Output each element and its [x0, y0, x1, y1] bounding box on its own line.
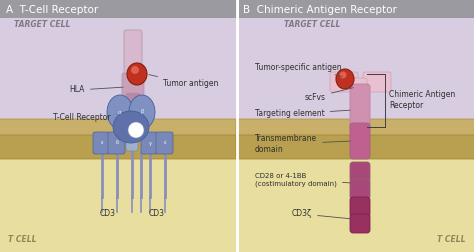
FancyBboxPatch shape	[350, 197, 370, 217]
FancyBboxPatch shape	[236, 135, 474, 159]
Ellipse shape	[336, 69, 354, 89]
Text: scFvs: scFvs	[305, 88, 353, 102]
Text: B  Chimeric Antigen Receptor: B Chimeric Antigen Receptor	[243, 5, 397, 15]
FancyBboxPatch shape	[126, 93, 140, 111]
Text: Tumor antigen: Tumor antigen	[149, 75, 219, 88]
Text: α: α	[118, 110, 122, 114]
FancyBboxPatch shape	[353, 78, 367, 92]
Text: CD3: CD3	[100, 209, 116, 218]
FancyBboxPatch shape	[156, 132, 173, 154]
Ellipse shape	[128, 122, 144, 138]
Ellipse shape	[339, 72, 346, 79]
Ellipse shape	[107, 95, 133, 129]
FancyBboxPatch shape	[354, 85, 366, 124]
Text: ε: ε	[164, 141, 166, 145]
Ellipse shape	[127, 63, 147, 85]
FancyBboxPatch shape	[126, 135, 138, 151]
Bar	[239, 18, 474, 132]
Text: T CELL: T CELL	[8, 235, 36, 244]
Bar	[0, 18, 237, 132]
FancyBboxPatch shape	[350, 214, 370, 233]
FancyBboxPatch shape	[350, 123, 370, 159]
Text: Transmembrane
domain: Transmembrane domain	[255, 134, 350, 154]
Text: CD28 or 4-1BB
(costimulatory domain): CD28 or 4-1BB (costimulatory domain)	[255, 173, 350, 187]
Text: Tumor-specific antigen: Tumor-specific antigen	[255, 62, 342, 76]
Text: ε: ε	[100, 141, 103, 145]
FancyBboxPatch shape	[141, 132, 158, 154]
Text: T-Cell Receptor: T-Cell Receptor	[53, 112, 116, 121]
Text: CD3ζ: CD3ζ	[292, 209, 350, 219]
Ellipse shape	[129, 95, 155, 129]
Text: HLA: HLA	[70, 85, 123, 94]
Text: T CELL: T CELL	[438, 235, 466, 244]
Ellipse shape	[131, 66, 139, 74]
FancyBboxPatch shape	[0, 119, 240, 143]
Text: δ: δ	[116, 141, 118, 145]
FancyBboxPatch shape	[122, 73, 144, 99]
Text: A  T-Cell Receptor: A T-Cell Receptor	[6, 5, 98, 15]
FancyBboxPatch shape	[330, 72, 358, 92]
Text: TARGET CELL: TARGET CELL	[283, 20, 340, 29]
FancyBboxPatch shape	[0, 135, 240, 159]
Text: TARGET CELL: TARGET CELL	[14, 20, 70, 29]
FancyBboxPatch shape	[93, 132, 110, 154]
FancyBboxPatch shape	[108, 132, 125, 154]
Text: γ: γ	[148, 141, 151, 145]
FancyBboxPatch shape	[350, 179, 370, 199]
Ellipse shape	[113, 111, 149, 143]
FancyBboxPatch shape	[350, 84, 370, 130]
Bar	[239, 137, 474, 252]
FancyBboxPatch shape	[124, 30, 142, 79]
Text: Targeting element: Targeting element	[255, 110, 350, 118]
FancyBboxPatch shape	[236, 119, 474, 143]
Bar	[239, 0, 474, 18]
Bar	[0, 0, 237, 18]
Text: Chimeric Antigen
Receptor: Chimeric Antigen Receptor	[389, 90, 455, 110]
Text: CD3: CD3	[149, 209, 165, 218]
FancyBboxPatch shape	[350, 162, 370, 182]
FancyBboxPatch shape	[363, 72, 391, 92]
Bar	[0, 137, 237, 252]
Text: β: β	[140, 110, 144, 114]
